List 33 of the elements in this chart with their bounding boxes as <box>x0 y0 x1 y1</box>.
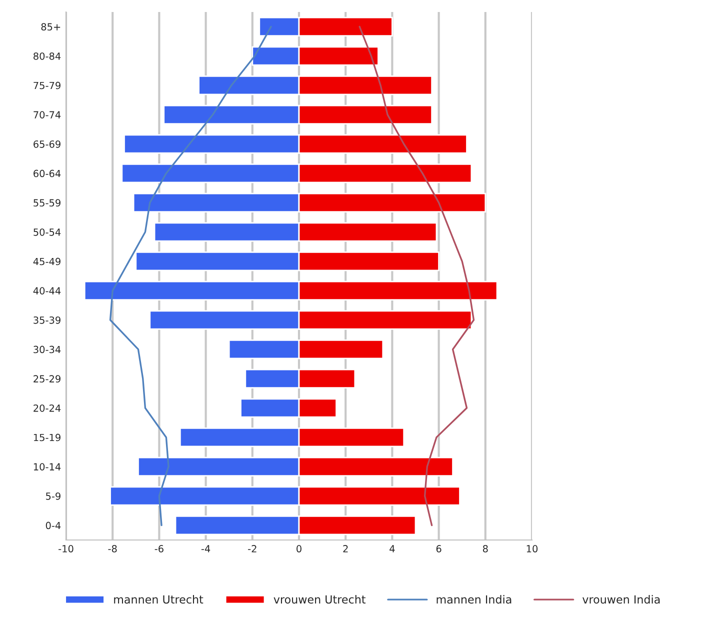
y-tick-label: 85+ <box>41 23 60 30</box>
y-tick-label: 55-59 <box>34 199 60 206</box>
y-tick-label: 60-64 <box>34 170 61 178</box>
y-tick-label: 70-74 <box>34 111 61 118</box>
y-tick-label: 0-4 <box>46 522 61 530</box>
y-tick-label: 50-54 <box>34 228 61 236</box>
x-tick-label: 8 <box>482 545 488 552</box>
x-tick-label: -4 <box>201 545 210 552</box>
x-tick-label: 0 <box>296 545 302 552</box>
y-tick-label: 65-69 <box>34 140 60 148</box>
y-tick-label: 30-34 <box>34 346 61 354</box>
y-tick-label: 10-14 <box>34 463 61 470</box>
y-tick-label: 45-49 <box>33 258 60 266</box>
y-tick-label: 75-79 <box>34 82 60 90</box>
x-tick-label: -6 <box>154 545 164 552</box>
x-tick-label: -10 <box>58 545 74 552</box>
y-tick-label: 40-44 <box>33 287 61 294</box>
legend-label: mannen Utrecht <box>114 595 204 604</box>
y-tick-label: 80-84 <box>34 52 61 60</box>
y-tick-label: 25-29 <box>34 375 60 382</box>
x-tick-label: 6 <box>436 545 442 552</box>
legend-label: vrouwen India <box>582 595 660 604</box>
y-tick-label: 20-24 <box>34 404 61 412</box>
y-tick-label: 15-19 <box>34 434 60 442</box>
y-tick-label: 5-9 <box>46 492 60 500</box>
x-tick-label: 10 <box>526 545 538 552</box>
legend-label: mannen India <box>436 595 512 604</box>
legend-label: vrouwen Utrecht <box>274 595 366 604</box>
x-tick-label: 4 <box>390 545 395 552</box>
x-tick-label: 2 <box>343 545 348 552</box>
x-tick-label: -2 <box>248 545 256 552</box>
y-tick-label: 35-39 <box>34 316 60 324</box>
x-tick-label: -8 <box>108 545 117 552</box>
